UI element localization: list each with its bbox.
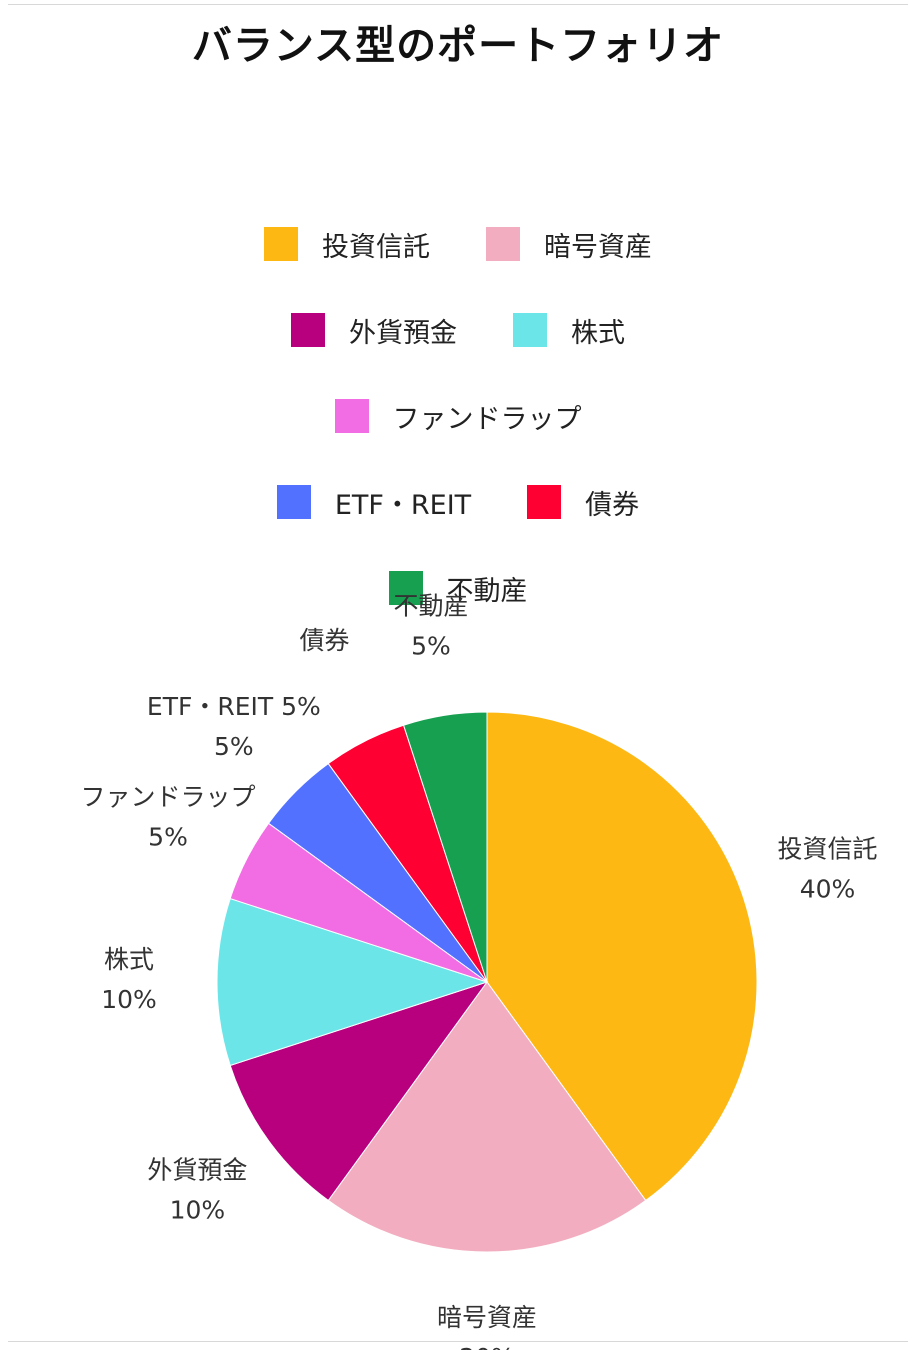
slice-label: 投資信託 — [777, 834, 877, 863]
slice-label: ETF・REIT 5% — [147, 692, 321, 721]
slice-label: 株式 — [104, 945, 154, 974]
slice-label: 暗号資産 — [437, 1303, 537, 1332]
legend-label: 外貨預金 — [349, 317, 457, 349]
pie-slice — [327, 981, 647, 1253]
pie-labels: 投資信託 40% 暗号資産 20% 外貨預金 10% 株式 10% ファンドラップ 5% ETF・R… — [81, 591, 878, 1350]
legend-row: 外貨預金 株式 — [8, 287, 908, 373]
legend-row: ETF・REIT 債券 — [8, 459, 908, 545]
legend-swatch — [291, 313, 325, 347]
legend-item: 債券 — [527, 483, 639, 522]
legend-swatch — [334, 399, 369, 433]
slice-value-label: 20% — [459, 1343, 515, 1350]
pie-slice — [229, 981, 489, 1202]
slice-value-label: 40% — [800, 874, 856, 903]
legend-item: 外貨預金 — [291, 311, 457, 350]
pie-slice — [216, 897, 489, 1067]
legend-item: 株式 — [513, 311, 625, 350]
legend-item: ETF・REIT — [276, 483, 472, 522]
legend-label: ETF・REIT — [334, 489, 472, 521]
legend-label: 株式 — [571, 317, 625, 349]
legend-swatch — [486, 227, 520, 261]
slice-label: 不動産 — [393, 591, 468, 620]
legend-swatch — [527, 485, 562, 519]
legend-item: 暗号資産 — [486, 225, 652, 264]
slice-label: ファンドラップ — [81, 782, 256, 811]
legend-label: ファンドラップ — [392, 403, 582, 435]
legend-swatch — [276, 485, 311, 519]
chart-title: バランス型のポートフォリオ — [191, 23, 725, 69]
legend-swatch — [388, 571, 423, 605]
slice-label: 債券 — [299, 626, 349, 655]
legend-label: 不動産 — [446, 575, 528, 607]
chart-legend: 投資信託 暗号資産 外貨預金 株式 ファンドラップ — [8, 201, 908, 631]
slice-value-label: 10% — [170, 1195, 226, 1224]
slice-label: 外貨預金 — [147, 1155, 247, 1184]
legend-swatch — [513, 313, 547, 347]
legend-row: 投資信託 暗号資産 — [8, 201, 908, 287]
legend-label: 債券 — [585, 489, 640, 521]
legend-item: ファンドラップ — [334, 397, 582, 436]
legend-row: ファンドラップ — [8, 373, 908, 459]
pie-slice — [486, 711, 758, 1202]
slice-value-label: 5% — [214, 732, 254, 761]
pie-slice — [402, 711, 488, 983]
legend-row: 不動産 — [8, 545, 908, 631]
legend-item: 投資信託 — [264, 225, 430, 264]
slice-value-label: 10% — [101, 985, 157, 1014]
legend-item: 不動産 — [388, 569, 528, 608]
legend-label: 投資信託 — [322, 231, 430, 263]
legend-swatch — [264, 227, 298, 261]
slice-value-label: 5% — [411, 631, 451, 660]
pie-slices — [216, 711, 758, 1253]
slice-value-label: 5% — [148, 822, 188, 851]
legend-label: 暗号資産 — [544, 231, 652, 263]
